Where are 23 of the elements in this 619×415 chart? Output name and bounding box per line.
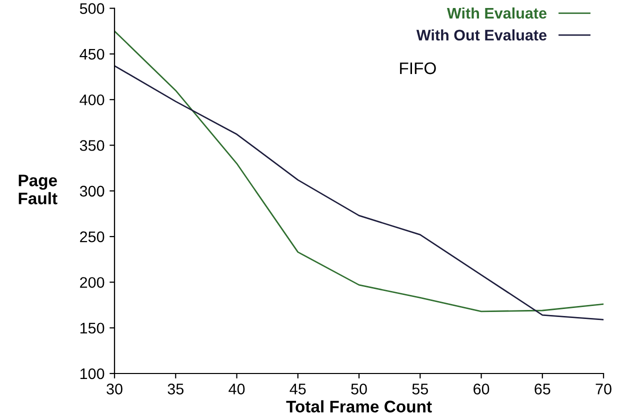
y-tick-label: 400 xyxy=(80,94,104,106)
legend-label: With Out Evaluate xyxy=(416,29,546,41)
x-tick-label: 65 xyxy=(534,384,550,394)
x-tick-label: 45 xyxy=(290,384,306,394)
y-tick-label: 250 xyxy=(80,231,104,242)
y-tick-label: 200 xyxy=(80,277,104,288)
x-axis-title: Total Frame Count xyxy=(286,400,432,412)
x-tick-label: 30 xyxy=(106,384,122,394)
x-tick-label: 35 xyxy=(168,384,184,394)
y-tick-label: 350 xyxy=(80,140,104,151)
y-tick-label: 150 xyxy=(80,322,104,334)
x-tick-label: 50 xyxy=(351,384,367,394)
y-tick-label: 450 xyxy=(80,48,104,60)
x-tick-label: 60 xyxy=(474,384,490,394)
y-tick-label: 300 xyxy=(80,186,104,197)
y-tick-label: 100 xyxy=(80,368,104,380)
x-tick-label: 70 xyxy=(596,384,612,394)
y-tick-label: 500 xyxy=(80,3,104,14)
x-tick-label: 40 xyxy=(228,384,245,394)
text: FIFO xyxy=(400,62,436,74)
y-axis-title: Page Fault xyxy=(18,174,58,204)
x-tick-label: 55 xyxy=(412,384,428,394)
legend-label: With Evaluate xyxy=(446,7,546,19)
